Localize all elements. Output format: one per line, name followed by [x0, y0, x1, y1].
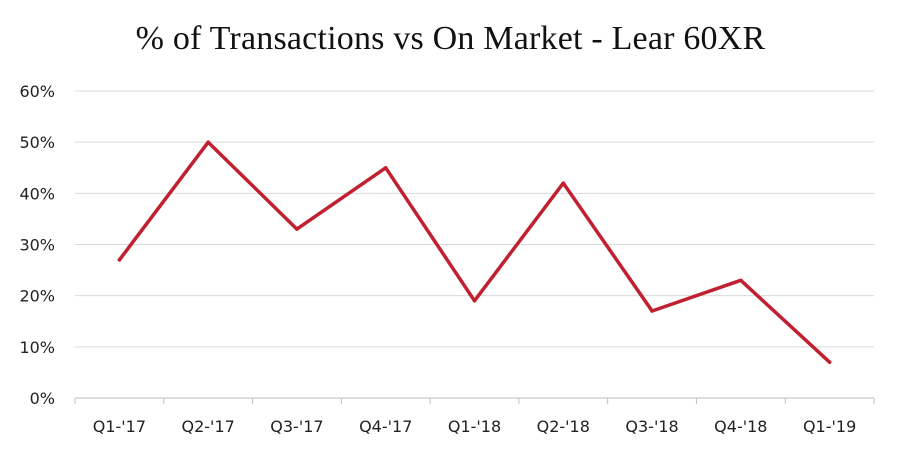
data-point — [472, 299, 477, 303]
y-tick-label: 40% — [19, 184, 55, 203]
y-tick-label: 30% — [19, 236, 55, 255]
data-point — [206, 140, 210, 144]
x-tick-label: Q1-'18 — [448, 417, 501, 436]
y-tick-label: 0% — [30, 389, 55, 408]
data-point — [117, 258, 122, 262]
y-tick-label: 20% — [19, 287, 55, 306]
y-tick-label: 10% — [19, 338, 55, 357]
data-point — [295, 227, 299, 231]
x-tick-label: Q4-'18 — [714, 417, 767, 436]
data-point — [650, 309, 654, 313]
series-line — [117, 140, 832, 364]
x-tick-label: Q1-'17 — [93, 417, 146, 436]
data-point — [739, 278, 743, 283]
x-tick-label: Q1-'19 — [803, 417, 856, 436]
y-tick-label: 60% — [19, 82, 55, 101]
x-tick-label: Q3-'17 — [270, 417, 323, 436]
chart-title: % of Transactions vs On Market - Lear 60… — [135, 20, 766, 57]
data-point — [827, 360, 832, 364]
x-tick-label: Q4-'17 — [359, 417, 412, 436]
data-point — [383, 166, 388, 170]
x-tick-label: Q2-'17 — [182, 417, 235, 436]
x-tick-label: Q2-'18 — [537, 417, 590, 436]
data-point — [561, 181, 566, 185]
y-tick-label: 50% — [19, 133, 55, 152]
x-tick-label: Q3-'18 — [625, 417, 678, 436]
